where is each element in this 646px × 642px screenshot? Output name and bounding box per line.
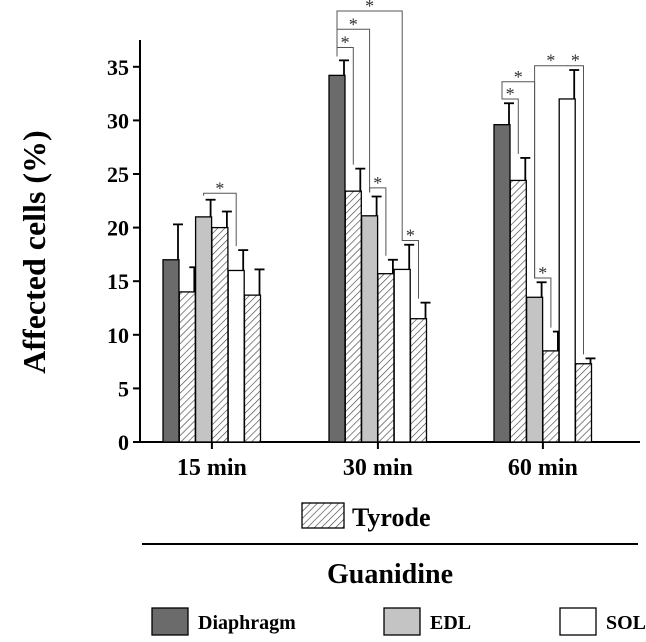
legend-swatch xyxy=(559,607,597,636)
bar xyxy=(360,215,379,443)
legend-swatch xyxy=(383,607,421,636)
y-tick-label: 35 xyxy=(107,55,129,80)
significance-label: * xyxy=(514,67,523,87)
legend-label: Diaphragm xyxy=(198,612,296,634)
legend-swatch xyxy=(151,607,189,636)
bar xyxy=(377,273,395,443)
legend-label: SOL xyxy=(606,612,646,634)
y-axis-label: Affected cells (%) xyxy=(16,130,52,373)
legend-label-tyrode: Tyrode xyxy=(352,503,430,532)
legend-swatch-tyrode xyxy=(301,502,345,529)
significance-label: * xyxy=(373,173,382,193)
significance-label: * xyxy=(349,14,358,34)
x-tick-label: 30 min xyxy=(343,455,413,481)
significance-label: * xyxy=(506,84,515,104)
legend: Tyrode Guanidine Diaphragm EDL SOL xyxy=(142,502,646,636)
significance-bracket xyxy=(336,10,403,241)
bar xyxy=(227,269,245,443)
bar xyxy=(558,98,576,443)
significance-label: * xyxy=(538,263,547,283)
significance-label: * xyxy=(546,51,555,71)
bar xyxy=(542,350,560,443)
significance-label: * xyxy=(215,178,224,198)
bar xyxy=(194,216,213,443)
bar xyxy=(344,190,362,443)
significance-bracket xyxy=(566,65,584,355)
y-tick-label: 10 xyxy=(107,323,129,348)
legend-label: EDL xyxy=(430,612,471,634)
y-tick-label: 0 xyxy=(118,430,129,455)
bar xyxy=(178,291,196,443)
y-tick-label: 25 xyxy=(107,162,129,187)
y-tick-label: 30 xyxy=(107,108,129,133)
significance-bracket xyxy=(401,239,419,299)
bar xyxy=(162,259,180,443)
bar xyxy=(509,179,527,443)
bar xyxy=(409,318,428,443)
significance-bracket xyxy=(369,187,387,256)
y-tick-label: 15 xyxy=(107,269,129,294)
bar xyxy=(574,363,593,443)
bar xyxy=(493,124,511,443)
bar xyxy=(328,74,346,443)
significance-label: * xyxy=(341,33,350,53)
bar xyxy=(243,294,262,443)
y-tick-label: 20 xyxy=(107,216,129,241)
bar xyxy=(525,296,544,443)
significance-label: * xyxy=(406,225,415,245)
x-tick-label: 15 min xyxy=(177,455,247,481)
legend-group-label: Guanidine xyxy=(327,559,453,590)
significance-bracket xyxy=(203,192,237,247)
bar xyxy=(211,226,229,443)
y-tick-label: 5 xyxy=(118,376,129,401)
bar xyxy=(393,268,411,443)
x-tick-label: 60 min xyxy=(508,455,578,481)
significance-label: * xyxy=(365,0,374,16)
significance-label: * xyxy=(571,51,580,71)
